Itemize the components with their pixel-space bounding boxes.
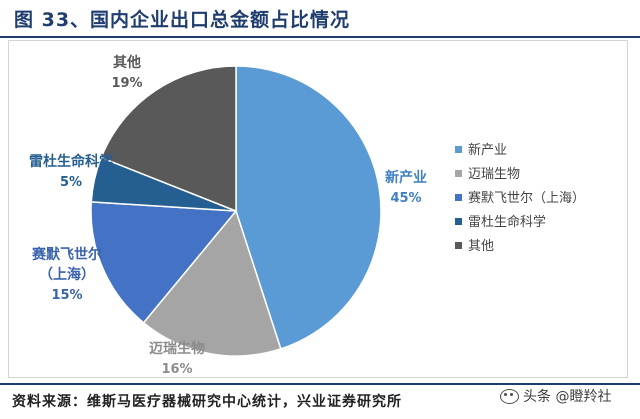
pie-chart: 新产业45%迈瑞生物16%赛默飞世尔（上海）15%雷杜生命科学5%其他19%新产… (29, 54, 585, 377)
legend-swatch-2 (455, 194, 462, 201)
slice-name-label-3: 雷杜生命科学 (29, 153, 113, 170)
legend-swatch-4 (455, 242, 462, 249)
pie-slice-0 (235, 65, 382, 350)
slice-percent-label-2: 15% (51, 288, 82, 303)
legend-swatch-3 (455, 218, 462, 225)
slice-name-label-2-1: （上海） (39, 266, 95, 283)
source-divider (0, 383, 640, 385)
chart-frame: 新产业 45% 迈瑞生物 16% 赛默飞世尔 （上海） 15% 雷杜生命科学 5% 其他 19% 新产… (8, 40, 628, 378)
legend-entry-0: 新产业 (468, 142, 507, 158)
pie-slice-2 (90, 201, 238, 324)
legend-swatch-0 (455, 146, 462, 153)
slice-percent-label-0: 45% (390, 191, 421, 206)
slice-percent-label-3: 5% (60, 175, 82, 190)
source-note: 资料来源：维斯马医疗器械研究中心统计，兴业证券研究所 (12, 394, 402, 410)
legend-entry-1: 迈瑞生物 (468, 167, 520, 182)
legend-swatch-1 (455, 170, 462, 177)
slice-percent-label-4: 19% (111, 76, 142, 91)
legend-entry-3: 雷杜生命科学 (468, 214, 546, 230)
page-title: 图 33、国内企业出口总金额占比情况 (14, 9, 351, 31)
watermark: 头条 @瞪羚社 (500, 386, 611, 406)
legend-entry-2: 赛默飞世尔（上海） (468, 190, 585, 206)
slice-percent-label-1: 16% (161, 362, 192, 377)
slice-name-label-0: 新产业 (385, 169, 427, 186)
title-divider (0, 36, 640, 38)
slice-name-label-4: 其他 (113, 54, 141, 71)
legend-entry-4: 其他 (468, 239, 494, 254)
slice-name-label-2: 赛默飞世尔 (31, 246, 102, 263)
watermark-text: 头条 @瞪羚社 (523, 389, 612, 405)
pie-slice-1 (142, 209, 282, 357)
wechat-icon (500, 388, 519, 404)
slice-name-label-1: 迈瑞生物 (149, 340, 205, 357)
pie-slice-4 (100, 65, 237, 213)
